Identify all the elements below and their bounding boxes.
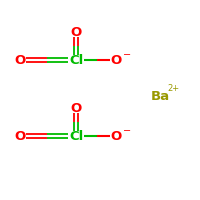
Text: Cl: Cl [69, 130, 83, 142]
Text: O: O [14, 130, 26, 142]
Text: O: O [70, 102, 82, 114]
Text: O: O [110, 53, 122, 66]
Text: O: O [70, 25, 82, 38]
Text: O: O [14, 53, 26, 66]
Text: O: O [110, 130, 122, 142]
Text: −: − [123, 50, 131, 60]
Text: 2+: 2+ [168, 84, 180, 93]
Text: Cl: Cl [69, 53, 83, 66]
Text: −: − [123, 126, 131, 136]
Text: Ba: Ba [150, 90, 170, 102]
